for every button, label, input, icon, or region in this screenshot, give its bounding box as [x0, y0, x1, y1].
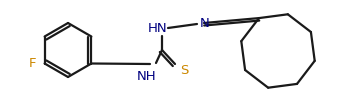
- Text: F: F: [29, 57, 37, 70]
- Text: NH: NH: [137, 70, 157, 83]
- Text: HN: HN: [148, 22, 168, 34]
- Text: N: N: [200, 16, 210, 30]
- Text: S: S: [180, 63, 188, 77]
